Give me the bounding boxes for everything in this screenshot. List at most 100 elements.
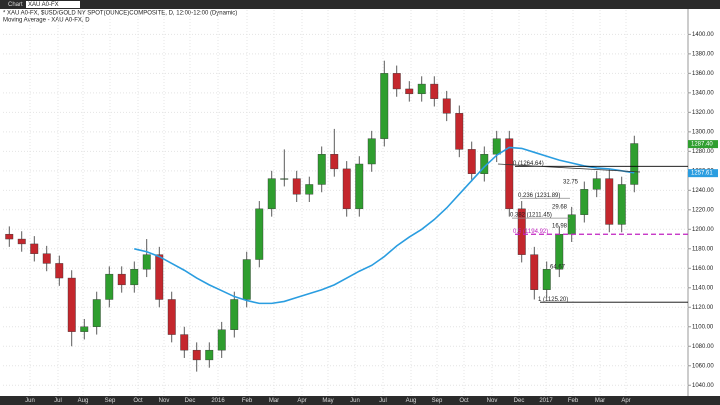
x-tick-label: May [322,398,333,404]
candle-body [630,143,639,185]
chart-title: * XAU A0-FX, $USD/GOLD NY SPOT(OUNCE)COM… [3,11,237,17]
candle-body [305,184,314,195]
x-tick-label: Apr [621,398,630,404]
candle-body [30,243,39,254]
candle-body [155,254,164,300]
x-tick-label: Aug [406,398,417,404]
x-tick-label: 2016 [211,398,225,404]
x-axis-band [0,396,720,405]
candle-body [405,88,414,95]
y-tick-label: 1120.00 [692,305,714,311]
symbol-box[interactable] [26,1,80,8]
y-tick-label: 1320.00 [692,110,714,116]
fib-label: 0 (1264.64) [513,161,544,167]
annotation: 32.75 [563,180,579,186]
y-tick-label: 1220.00 [692,207,714,213]
candle-body [80,326,89,332]
candle-body [192,349,201,361]
y-tick-label: 1380.00 [692,51,714,57]
toolbar-symbol[interactable]: XAU A0-FX [28,2,59,8]
candle-body [342,168,351,210]
candle-body [530,254,539,290]
candle-body [317,154,326,185]
grid [3,10,688,395]
candle-body [92,299,101,327]
annotation: 29.68 [552,205,568,211]
candle-body [355,163,364,210]
candle-body [442,98,451,114]
candle-body [392,73,401,90]
x-tick-label: Jun [350,398,360,404]
x-tick-label: Nov [487,398,498,404]
candle-body [67,277,76,332]
candle-body [117,273,126,286]
y-tick-label: 1180.00 [692,246,714,252]
x-tick-label: Nov [159,398,170,404]
candle-body [255,208,264,260]
y-tick-label: 1140.00 [692,285,714,291]
x-tick-label: Jul [379,398,387,404]
y-tick-label: 1360.00 [692,71,714,77]
fib-label: 0.236 (1231.89) [518,193,560,199]
moving-average-line [134,146,635,305]
candle-body [230,299,239,330]
candle-body [242,259,251,300]
candle-body [617,184,626,225]
last-price-label: 1287.40 [691,142,713,148]
candle-body [42,253,51,264]
y-tick-label: 1280.00 [692,149,714,155]
candle-body [517,208,526,255]
x-tick-label: Apr [297,398,306,404]
candle-body [417,83,426,95]
candle-body [330,154,339,170]
annotation: 16.98 [552,224,568,230]
candle-body [542,269,551,290]
candle-body [5,233,14,240]
candle-body [605,178,614,225]
y-tick-label: 1160.00 [692,266,714,272]
y-tick-label: 1400.00 [692,32,714,38]
x-tick-label: 2017 [539,398,553,404]
candle-body [17,238,26,245]
y-tick-label: 1340.00 [692,90,714,96]
chart-subtitle: Moving Average - XAU A0-FX, D [3,18,90,24]
candle-body [55,263,64,279]
ma-last-label: 1257.61 [691,171,713,177]
x-tick-label: Dec [185,398,196,404]
x-tick-label: Jul [54,398,62,404]
candle-body [180,334,189,351]
last-price-tag [688,140,718,149]
candle-body [217,329,226,351]
candle-body [105,273,114,300]
ma-last-tag [688,169,718,178]
x-tick-label: Sep [432,398,443,404]
x-axis: Jun Jul Aug Sep Oct Nov Dec 2016 Feb Mar Apr May Jun… [25,398,631,404]
candle-body [455,113,464,150]
candle-body [267,178,276,210]
candle-body [367,138,376,165]
candle-body [580,189,589,215]
fib-label: 0.382 (1211.45) [510,213,552,219]
candle-body [167,299,176,335]
x-tick-label: Jun [25,398,35,404]
y-tick-label: 1100.00 [692,324,714,330]
x-tick-label: Sep [105,398,116,404]
candle-body [430,83,439,99]
y-tick-label: 1200.00 [692,227,714,233]
candle-body [567,214,576,235]
toolbar [0,0,720,9]
x-tick-label: Mar [269,398,279,404]
fib-label: 1 (1125.20) [538,297,568,303]
x-tick-label: Aug [78,398,89,404]
x-tick-label: Oct [459,398,469,404]
candle-body [142,254,151,270]
annotation: 64.67 [550,265,566,271]
toolbar-tab[interactable]: Chart [8,2,23,8]
candle-body [130,269,139,286]
y-tick-label: 1040.00 [692,383,714,389]
y-tick-label: 1080.00 [692,344,714,350]
y-tick-label: 1300.00 [692,129,714,135]
candle-body [380,73,389,139]
